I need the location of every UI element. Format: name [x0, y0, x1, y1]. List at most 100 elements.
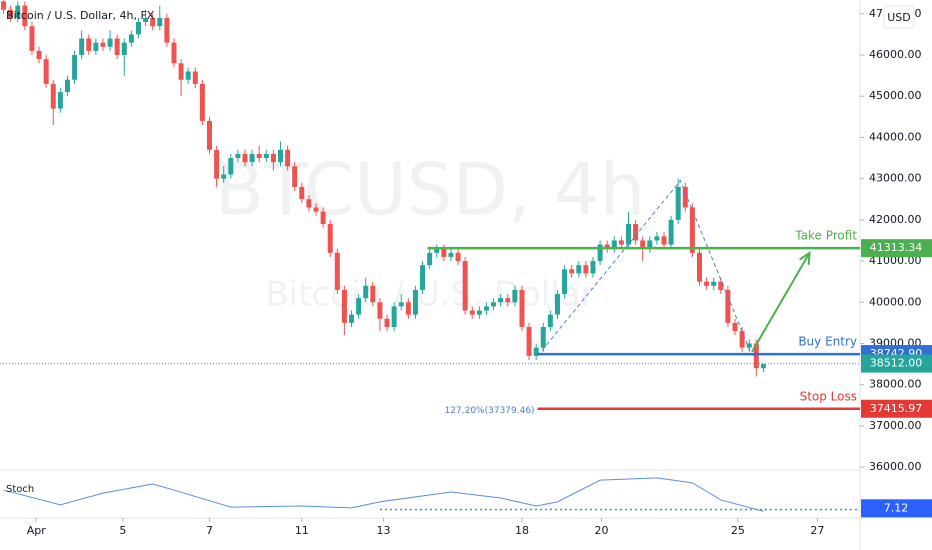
candle-body: [327, 223, 333, 253]
x-tick-label: 5: [119, 524, 126, 537]
candle-body: [512, 289, 518, 303]
candle-body: [391, 306, 397, 328]
stoch-label: Stoch: [6, 484, 34, 495]
candle-body: [661, 236, 667, 245]
arrow-head: [799, 250, 811, 265]
candle-body: [547, 314, 553, 328]
x-tick-label: 13: [376, 524, 390, 537]
candle-body: [349, 314, 355, 323]
currency-button[interactable]: [883, 5, 915, 29]
candle-body: [576, 265, 582, 274]
stoch-value-box: [861, 499, 932, 518]
candle-body: [363, 285, 369, 299]
y-tick-label: 42000.00: [869, 213, 922, 226]
last-price-label: 38512.00: [870, 357, 923, 370]
candle-body: [199, 83, 205, 121]
candle-body: [135, 22, 141, 35]
candle-body: [206, 120, 212, 150]
level-price-label-box: [861, 239, 932, 258]
watermark-sub: Bitcoin / U.S. Dollar: [265, 275, 594, 315]
candle-body: [526, 327, 532, 356]
candle-body: [356, 298, 362, 315]
candle-body: [164, 17, 170, 43]
candle-body: [732, 322, 738, 332]
candle-body: [249, 153, 255, 163]
y-tick-label: 41000.00: [869, 254, 922, 267]
x-tick-label: 11: [295, 524, 309, 537]
candle-body: [8, 9, 14, 18]
candle-body: [320, 211, 326, 224]
y-tick-label: 37000.00: [869, 419, 922, 432]
candle-body: [427, 252, 433, 266]
candle-body: [50, 83, 56, 109]
candle-body: [15, 5, 21, 18]
candle-body: [64, 79, 70, 93]
x-tick-label: 20: [595, 524, 609, 537]
candle-body: [107, 38, 113, 47]
last-price-label-box: [861, 354, 932, 373]
candle-body: [483, 306, 489, 311]
candle-body: [178, 63, 184, 80]
candle-body: [292, 166, 298, 187]
candle-body: [441, 248, 447, 257]
candle-body: [554, 294, 560, 315]
x-tick-label: 7: [206, 524, 213, 537]
candle-body: [448, 252, 454, 257]
candle-body: [86, 38, 92, 51]
y-tick-label: 45000.00: [869, 89, 922, 102]
y-tick-label: 44000.00: [869, 130, 922, 143]
candle-body: [256, 153, 262, 159]
candle-body: [36, 50, 42, 60]
candle-body: [597, 244, 603, 262]
level-label: Take Profit: [794, 229, 857, 243]
candle-body: [604, 244, 610, 249]
currency[interactable]: USD: [887, 11, 911, 24]
candle-body: [420, 265, 426, 290]
candle-body: [306, 199, 312, 208]
candle-body: [668, 219, 674, 245]
candle-body: [157, 17, 163, 27]
level-label: Stop Loss: [800, 389, 857, 403]
candle-body: [29, 26, 35, 51]
candle-body: [654, 236, 660, 241]
candle-body: [100, 42, 106, 47]
candle-body: [150, 17, 156, 27]
candle-body: [562, 269, 568, 295]
candle-body: [377, 302, 383, 319]
x-tick-label: 18: [515, 524, 529, 537]
candle-body: [760, 364, 766, 369]
candle-body: [611, 240, 617, 249]
candle-body: [384, 318, 390, 328]
candle-body: [285, 149, 291, 167]
candle-body: [334, 252, 340, 290]
candle-body: [341, 289, 347, 323]
arrow: [751, 252, 811, 353]
chart-title: Bitcoin / U.S. Dollar, 4h, FX: [6, 9, 155, 22]
level-price-label-box: [861, 399, 932, 418]
x-tick-label: Apr: [27, 524, 47, 537]
stoch-line: [3, 477, 764, 512]
candle-body: [618, 240, 624, 245]
candle-body: [569, 269, 575, 274]
candle-body: [498, 298, 504, 303]
candle-body: [263, 153, 269, 159]
candle-body: [114, 38, 120, 56]
y-tick-label: 46000.00: [869, 48, 922, 61]
candle-body: [718, 281, 724, 290]
candle-body: [171, 42, 177, 64]
candle-body: [185, 71, 191, 80]
y-tick-label: 38000.00: [869, 378, 922, 391]
candle-body: [725, 289, 731, 323]
pattern-line: [537, 179, 753, 357]
candle-body: [228, 158, 234, 175]
y-tick-label: 43000.00: [869, 172, 922, 185]
candle-body: [682, 186, 688, 208]
candle-body: [739, 331, 745, 348]
candle-body: [79, 38, 85, 56]
candle-body: [1, 1, 7, 10]
candle-body: [689, 207, 695, 253]
candle-body: [121, 42, 127, 56]
candle-body: [647, 240, 653, 249]
level-label: Buy Entry: [798, 335, 857, 349]
candle-body: [57, 92, 63, 109]
